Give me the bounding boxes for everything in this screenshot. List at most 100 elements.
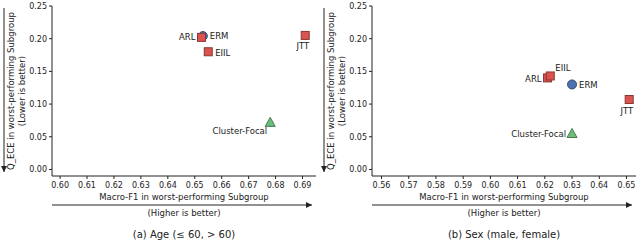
point (567, 129, 577, 138)
figure: 0.00 0.05 0.10 0.15 0.20 0.25 0.60 0.61 0.62 0.63… (0, 0, 640, 244)
y-tick (49, 38, 52, 39)
x-tick (113, 176, 114, 179)
x-tick (221, 176, 222, 179)
x-tick (435, 176, 436, 179)
point (198, 32, 207, 41)
y-direction-arrow (324, 8, 325, 172)
y-tick-label: 0.25 (349, 2, 367, 11)
x-tick-label: 0.56 (373, 181, 391, 190)
panel: 0.00 0.05 0.10 0.15 0.20 0.25 0.60 0.61 0.62 0.63… (4, 2, 316, 240)
point (198, 33, 206, 41)
point (625, 96, 633, 104)
y-axis-note: (Lower is better) (337, 56, 347, 126)
x-tick-label: 0.60 (51, 181, 69, 190)
x-tick-label: 0.60 (481, 181, 499, 190)
y-tick (369, 38, 372, 39)
y-tick-label: 0.25 (29, 2, 47, 11)
x-tick (248, 176, 249, 179)
point (204, 48, 212, 56)
point-label: JTT (619, 106, 634, 116)
y-tick (369, 169, 372, 170)
point-labels: ERM ARL EIIL JTT Cluster-Focal (179, 31, 310, 136)
y-direction-arrow (4, 8, 5, 172)
x-tick-label: 0.67 (240, 181, 258, 190)
x-tick (626, 176, 627, 179)
x-tick-label: 0.69 (294, 181, 312, 190)
y-tick-label: 0.00 (349, 165, 367, 174)
x-tick-label: 0.64 (590, 181, 608, 190)
x-axis-note: (Higher is better) (147, 208, 220, 218)
point-label: ARL (525, 74, 542, 84)
x-tick-label: 0.66 (213, 181, 231, 190)
x-tick-label: 0.57 (400, 181, 418, 190)
y-tick-label: 0.20 (349, 35, 367, 44)
y-tick-label: 0.10 (29, 100, 47, 109)
point-labels: ERM ARL EIIL JTT Cluster-Focal (511, 63, 634, 139)
y-tick-label: 0.15 (349, 67, 367, 76)
x-tick (408, 176, 409, 179)
x-direction-arrow (52, 205, 312, 206)
x-tick-label: 0.58 (427, 181, 445, 190)
y-tick-label: 0.05 (29, 133, 47, 142)
panel: 0.000.050.100.150.200.250.560.570.580.59… (324, 2, 636, 240)
x-tick-label: 0.61 (509, 181, 527, 190)
caption: (a) Age (≤ 60, > 60) (133, 229, 235, 240)
y-axis-label: Q_ECE in worst-performing Subgroup (326, 12, 336, 170)
point-label: ERM (210, 31, 229, 41)
point-label: Cluster-Focal (511, 129, 566, 139)
point-label: EIIL (555, 63, 570, 73)
x-tick (381, 176, 382, 179)
y-tick (49, 169, 52, 170)
y-tick-label: 0.05 (349, 133, 367, 142)
x-tick (275, 176, 276, 179)
caption: (b) Sex (male, female) (448, 229, 560, 240)
x-tick-label: 0.63 (563, 181, 581, 190)
y-tick-label: 0.10 (349, 100, 367, 109)
x-tick (517, 176, 518, 179)
x-tick-label: 0.64 (159, 181, 177, 190)
point (301, 31, 309, 39)
point-label: JTT (295, 41, 310, 51)
x-tick-label: 0.61 (78, 181, 96, 190)
point (546, 72, 554, 80)
y-tick (49, 6, 52, 7)
y-tick-label: 0.00 (29, 165, 47, 174)
point-label: EIIL (215, 48, 230, 58)
x-tick (599, 176, 600, 179)
y-axis-line (52, 6, 53, 176)
x-tick (572, 176, 573, 179)
y-axis-label: Q_ECE in worst-performing Subgroup (6, 12, 16, 170)
y-tick (369, 136, 372, 137)
point (568, 80, 577, 89)
x-tick (302, 176, 303, 179)
x-tick-label: 0.68 (267, 181, 285, 190)
x-tick-label: 0.65 (618, 181, 636, 190)
x-tick (544, 176, 545, 179)
x-axis-line (372, 176, 636, 177)
x-tick (87, 176, 88, 179)
y-tick-label: 0.20 (29, 35, 47, 44)
point-label: Cluster-Focal (212, 126, 267, 136)
y-axis-note: (Lower is better) (17, 56, 27, 126)
y-tick (49, 104, 52, 105)
y-tick (49, 71, 52, 72)
x-axis-note: (Higher is better) (467, 208, 540, 218)
y-tick (369, 104, 372, 105)
x-tick (490, 176, 491, 179)
x-tick-label: 0.62 (105, 181, 123, 190)
point-label: ERM (579, 80, 598, 90)
point (265, 117, 275, 126)
y-tick (369, 6, 372, 7)
y-axis-line (372, 6, 373, 176)
x-tick (60, 176, 61, 179)
x-axis-line (52, 176, 316, 177)
x-axis-label: Macro-F1 in worst-performing Subgroup (419, 192, 589, 202)
x-tick (167, 176, 168, 179)
x-tick-label: 0.63 (132, 181, 150, 190)
y-tick-label: 0.15 (29, 67, 47, 76)
x-tick (140, 176, 141, 179)
y-tick (49, 136, 52, 137)
x-tick (463, 176, 464, 179)
x-tick-label: 0.62 (536, 181, 554, 190)
point-label: ARL (179, 32, 196, 42)
